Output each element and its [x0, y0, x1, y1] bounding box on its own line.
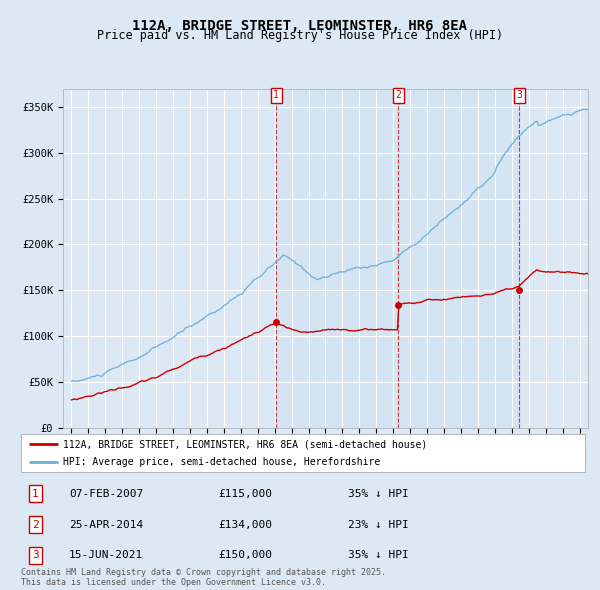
Text: £134,000: £134,000	[218, 520, 272, 529]
Text: £150,000: £150,000	[218, 550, 272, 560]
Text: 2: 2	[32, 520, 38, 529]
Text: 112A, BRIDGE STREET, LEOMINSTER, HR6 8EA: 112A, BRIDGE STREET, LEOMINSTER, HR6 8EA	[133, 19, 467, 33]
Text: 1: 1	[32, 489, 38, 499]
Text: 23% ↓ HPI: 23% ↓ HPI	[348, 520, 409, 529]
Text: Contains HM Land Registry data © Crown copyright and database right 2025.
This d: Contains HM Land Registry data © Crown c…	[21, 568, 386, 587]
Text: 3: 3	[32, 550, 38, 560]
Text: 2: 2	[395, 90, 401, 100]
Text: 112A, BRIDGE STREET, LEOMINSTER, HR6 8EA (semi-detached house): 112A, BRIDGE STREET, LEOMINSTER, HR6 8EA…	[64, 440, 428, 450]
Text: 35% ↓ HPI: 35% ↓ HPI	[348, 550, 409, 560]
Text: 3: 3	[517, 90, 523, 100]
Text: 1: 1	[273, 90, 279, 100]
Text: Price paid vs. HM Land Registry's House Price Index (HPI): Price paid vs. HM Land Registry's House …	[97, 30, 503, 42]
Text: 25-APR-2014: 25-APR-2014	[69, 520, 143, 529]
Text: 07-FEB-2007: 07-FEB-2007	[69, 489, 143, 499]
Text: 35% ↓ HPI: 35% ↓ HPI	[348, 489, 409, 499]
Text: 15-JUN-2021: 15-JUN-2021	[69, 550, 143, 560]
Text: £115,000: £115,000	[218, 489, 272, 499]
Bar	[276, 88, 520, 428]
Text: HPI: Average price, semi-detached house, Herefordshire: HPI: Average price, semi-detached house,…	[64, 457, 380, 467]
